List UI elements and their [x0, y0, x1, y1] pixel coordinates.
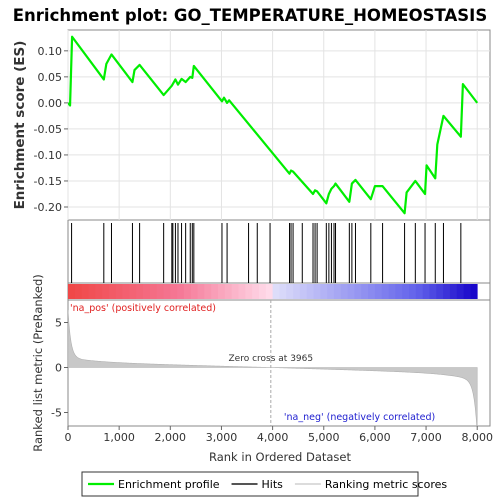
gradient-segment — [211, 284, 218, 299]
gradient-segment — [82, 284, 89, 299]
chart-title: Enrichment plot: GO_TEMPERATURE_HOMEOSTA… — [13, 6, 487, 25]
es-y-tick-label: -0.15 — [34, 175, 62, 188]
es-y-tick-label: 0.05 — [38, 71, 63, 84]
gradient-segment — [470, 284, 477, 299]
es-panel-frame — [68, 30, 490, 220]
x-tick-label: 3,000 — [206, 431, 238, 444]
es-y-tick-label: -0.10 — [34, 149, 62, 162]
gradient-segment — [436, 284, 443, 299]
gradient-segment — [109, 284, 116, 299]
gradient-segment — [95, 284, 102, 299]
metric-y-axis-label: Ranked list metric (PreRanked) — [31, 274, 45, 452]
gradient-segment — [300, 284, 307, 299]
metric-y-tick-label: -5 — [51, 407, 62, 420]
x-tick-label: 7,000 — [410, 431, 442, 444]
gradient-segment — [204, 284, 211, 299]
gradient-segment — [252, 284, 259, 299]
hits-panel-frame — [68, 220, 490, 283]
gradient-segment — [375, 284, 382, 299]
es-y-tick-label: 0.00 — [38, 97, 63, 110]
gradient-segment — [177, 284, 184, 299]
gradient-segment — [293, 284, 300, 299]
gradient-segment — [409, 284, 416, 299]
gradient-segment — [307, 284, 314, 299]
gradient-segment — [259, 284, 266, 299]
gradient-segment — [320, 284, 327, 299]
gradient-segment — [191, 284, 198, 299]
gradient-segment — [327, 284, 334, 299]
es-y-axis-label: Enrichment score (ES) — [12, 41, 28, 210]
metric-y-tick-label: 0 — [55, 362, 62, 375]
gradient-segment — [239, 284, 246, 299]
gradient-segment — [150, 284, 157, 299]
gradient-segment — [273, 284, 280, 299]
es-y-tick-label: -0.20 — [34, 201, 62, 214]
gradient-segment — [68, 284, 75, 299]
gradient-segment — [395, 284, 402, 299]
positive-correlated-label: 'na_pos' (positively correlated) — [70, 303, 216, 314]
zero-cross-label: Zero cross at 3965 — [229, 354, 314, 364]
gradient-segment — [266, 284, 273, 299]
gradient-segment — [170, 284, 177, 299]
gradient-segment — [368, 284, 375, 299]
gradient-segment — [416, 284, 423, 299]
gradient-segment — [245, 284, 252, 299]
gradient-segment — [334, 284, 341, 299]
metric-y-axis: 5 0 -5 — [51, 317, 68, 420]
gradient-segment — [423, 284, 430, 299]
x-tick-label: 0 — [65, 431, 72, 444]
gradient-segment — [361, 284, 368, 299]
es-y-tick-label: -0.05 — [34, 123, 62, 136]
gradient-segment — [143, 284, 150, 299]
metric-y-tick-label: 5 — [55, 317, 62, 330]
gradient-segment — [450, 284, 457, 299]
legend-entry-label: Enrichment profile — [118, 478, 220, 491]
gradient-segment — [232, 284, 239, 299]
gradient-segment — [163, 284, 170, 299]
gradient-segment — [116, 284, 123, 299]
gradient-segment — [136, 284, 143, 299]
x-axis: 0 1,000 2,000 3,000 4,000 5,000 6,000 7,000 8,00… — [65, 426, 493, 444]
es-y-tick-label: 0.10 — [38, 45, 63, 58]
gradient-segment — [389, 284, 396, 299]
legend-entry-label: Ranking metric scores — [325, 478, 447, 491]
gradient-segment — [464, 284, 471, 299]
gradient-segment — [157, 284, 164, 299]
x-tick-label: 1,000 — [103, 431, 135, 444]
x-tick-label: 8,000 — [461, 431, 493, 444]
gradient-segment — [88, 284, 95, 299]
gradient-segment — [279, 284, 286, 299]
rank-gradient-bar — [68, 284, 478, 299]
gradient-segment — [457, 284, 464, 299]
x-tick-label: 2,000 — [155, 431, 187, 444]
gradient-segment — [198, 284, 205, 299]
es-y-axis: 0.10 0.05 0.00 -0.05 -0.10 -0.15 -0.20 — [34, 45, 68, 214]
x-tick-label: 6,000 — [359, 431, 391, 444]
gradient-segment — [75, 284, 82, 299]
negative-correlated-label: 'na_neg' (negatively correlated) — [284, 412, 435, 423]
gradient-segment — [382, 284, 389, 299]
gradient-segment — [184, 284, 191, 299]
gradient-segment — [402, 284, 409, 299]
gradient-segment — [443, 284, 450, 299]
gradient-segment — [314, 284, 321, 299]
gradient-segment — [225, 284, 232, 299]
gradient-segment — [129, 284, 136, 299]
gradient-segment — [286, 284, 293, 299]
gradient-segment — [348, 284, 355, 299]
gradient-segment — [123, 284, 130, 299]
gradient-segment — [341, 284, 348, 299]
gradient-segment — [354, 284, 361, 299]
x-axis-label: Rank in Ordered Dataset — [209, 450, 352, 464]
x-tick-label: 4,000 — [257, 431, 289, 444]
gradient-segment — [429, 284, 436, 299]
legend: Enrichment profile Hits Ranking metric sco… — [88, 478, 447, 491]
gradient-segment — [102, 284, 109, 299]
legend-entry-label: Hits — [262, 478, 284, 491]
x-tick-label: 5,000 — [308, 431, 340, 444]
gradient-segment — [218, 284, 225, 299]
